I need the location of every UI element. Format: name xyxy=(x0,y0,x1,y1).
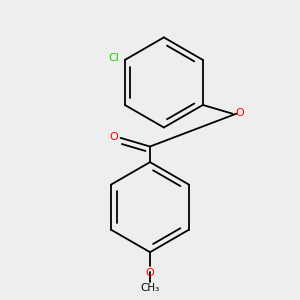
Text: O: O xyxy=(146,268,154,278)
Text: Cl: Cl xyxy=(109,53,120,63)
Text: O: O xyxy=(235,108,244,118)
Text: O: O xyxy=(109,132,118,142)
Text: CH₃: CH₃ xyxy=(140,283,160,293)
